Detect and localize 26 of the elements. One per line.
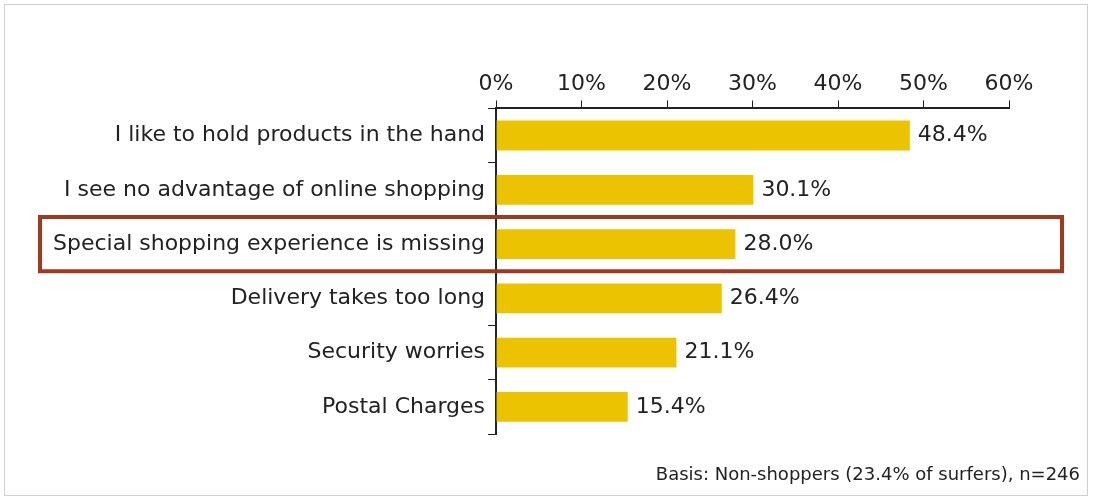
- bar: [496, 283, 722, 314]
- x-tick-label: 0%: [478, 69, 514, 95]
- bar: [496, 174, 754, 205]
- bar: [496, 229, 736, 259]
- x-tick-label: 20%: [642, 69, 692, 95]
- data-label: 28.0%: [743, 229, 814, 255]
- data-label: 15.4%: [635, 392, 706, 418]
- data-label: 26.4%: [729, 284, 800, 310]
- y-tick-label: Delivery takes too long: [230, 284, 486, 310]
- text: Basis: Non-shoppers (23.4% of surfers), n=246: [655, 463, 1080, 484]
- x-tick-label: 30%: [728, 69, 777, 95]
- x-tick-label: 60%: [984, 69, 1034, 95]
- y-tick-label: Special shopping experience is missing: [52, 229, 486, 255]
- y-tick-label: I like to hold products in the hand: [114, 121, 486, 147]
- data-label: 48.4%: [917, 121, 988, 147]
- bar: [496, 391, 628, 422]
- x-tick-label: 40%: [813, 69, 863, 95]
- y-tick-label: Security worries: [307, 338, 486, 364]
- y-tick-label: I see no advantage of online shopping: [64, 175, 486, 201]
- x-tick-label: 50%: [899, 69, 948, 95]
- data-label: 30.1%: [761, 175, 832, 201]
- x-tick-label: 10%: [557, 69, 606, 95]
- bar: [496, 337, 677, 368]
- y-tick-label: Postal Charges: [322, 392, 486, 418]
- data-label: 21.1%: [684, 338, 755, 364]
- bar: [496, 120, 910, 151]
